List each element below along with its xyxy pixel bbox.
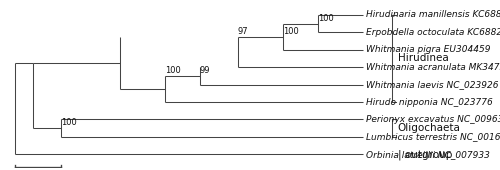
Text: Erpobdella octoculata KC688270: Erpobdella octoculata KC688270: [366, 28, 500, 37]
Text: Whitmania acranulata MK347500: Whitmania acranulata MK347500: [366, 63, 500, 72]
Text: 100: 100: [60, 118, 76, 127]
Text: | outgroup: | outgroup: [398, 149, 452, 160]
Text: 100: 100: [165, 66, 180, 75]
Text: Hirudinaria manillensis KC688268: Hirudinaria manillensis KC688268: [366, 10, 500, 19]
Text: Whitmania laevis NC_023926: Whitmania laevis NC_023926: [366, 80, 499, 89]
Text: Perionyx excavatus NC_009631: Perionyx excavatus NC_009631: [366, 115, 500, 124]
Text: 100: 100: [283, 27, 299, 36]
Text: Hirudo nipponia NC_023776: Hirudo nipponia NC_023776: [366, 98, 493, 107]
Text: 99: 99: [200, 66, 210, 75]
Text: Orbinia latreillii NC_007933: Orbinia latreillii NC_007933: [366, 150, 490, 159]
Text: Hirudinea: Hirudinea: [398, 53, 448, 63]
Text: 97: 97: [238, 27, 248, 36]
Text: Whitmania pigra EU304459: Whitmania pigra EU304459: [366, 45, 491, 54]
Text: Oligochaeta: Oligochaeta: [398, 123, 460, 133]
Text: 100: 100: [318, 14, 334, 23]
Text: Lumbricus terrestris NC_001673: Lumbricus terrestris NC_001673: [366, 132, 500, 141]
